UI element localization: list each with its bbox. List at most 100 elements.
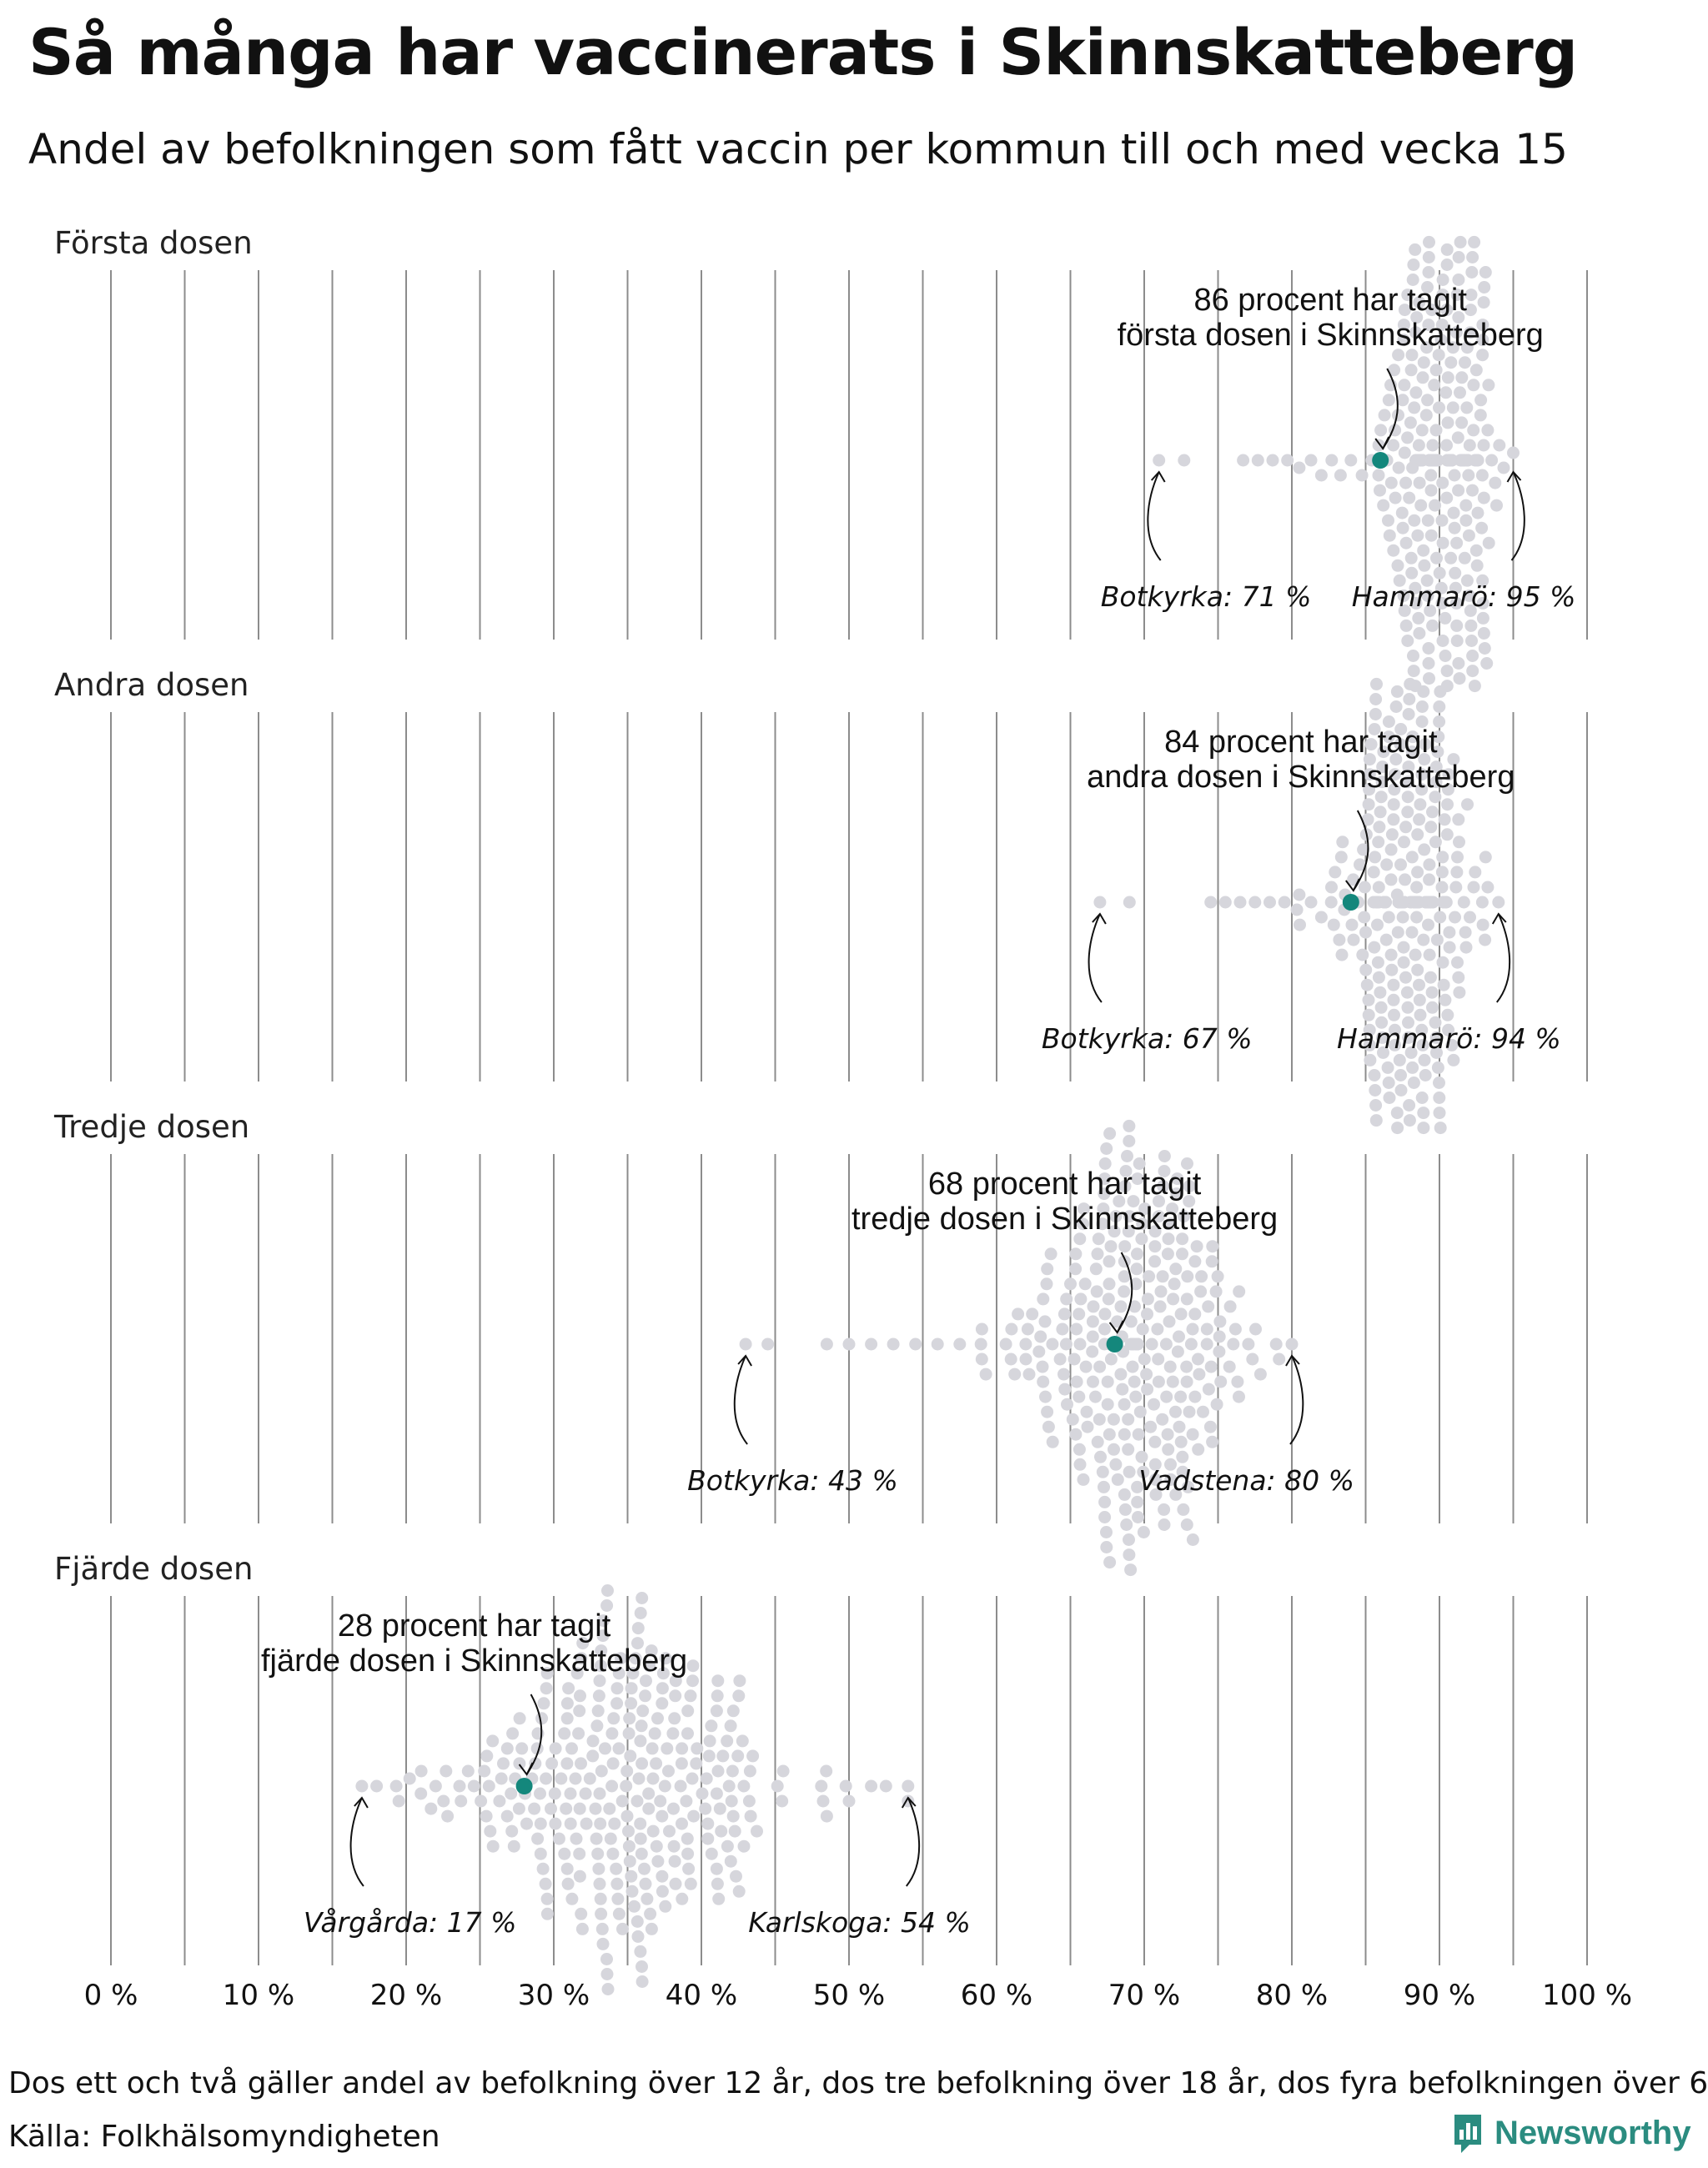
data-point: [1193, 1368, 1206, 1381]
data-point: [1392, 461, 1405, 474]
data-point: [731, 1749, 745, 1763]
data-point: [1206, 1240, 1219, 1253]
data-point: [1372, 836, 1385, 849]
data-point: [1081, 1420, 1094, 1433]
data-point: [596, 1937, 610, 1950]
data-point: [1363, 768, 1376, 781]
data-point: [1073, 1232, 1087, 1246]
data-point: [1467, 424, 1480, 437]
data-point: [594, 1817, 607, 1830]
data-point: [771, 1779, 784, 1793]
data-point: [1374, 484, 1386, 497]
data-point: [711, 1689, 724, 1703]
data-point: [1384, 948, 1398, 961]
data-point: [1231, 1375, 1244, 1388]
data-point: [1098, 1172, 1112, 1186]
data-point: [579, 1787, 592, 1800]
data-point: [455, 1794, 468, 1808]
data-point: [1482, 379, 1495, 392]
data-point: [1404, 551, 1418, 565]
data-point: [1246, 1352, 1259, 1366]
data-point: [535, 1712, 549, 1725]
data-point: [1418, 559, 1431, 572]
data-point: [1429, 836, 1442, 849]
data-point: [1450, 619, 1464, 632]
data-point: [461, 1764, 475, 1778]
data-point: [1493, 439, 1506, 452]
data-point: [506, 1727, 520, 1740]
data-point: [1455, 416, 1469, 429]
data-point: [612, 1742, 625, 1755]
data-point: [1176, 1232, 1189, 1246]
data-point: [1471, 454, 1484, 467]
panel-label: Första dosen: [54, 225, 253, 261]
highlight-point: [1106, 1336, 1123, 1352]
data-point: [1389, 1038, 1401, 1051]
data-point: [636, 1704, 650, 1718]
data-point: [820, 1809, 833, 1823]
data-point: [1469, 364, 1483, 377]
data-point: [1360, 978, 1374, 991]
highlight-point: [1342, 894, 1359, 911]
data-point: [1192, 1443, 1205, 1456]
data-point: [1266, 454, 1279, 467]
data-point: [654, 1794, 667, 1808]
data-point: [1370, 677, 1383, 690]
data-point: [480, 1809, 493, 1823]
data-point: [482, 1779, 495, 1793]
data-point: [1145, 1337, 1158, 1351]
data-point: [560, 1697, 574, 1710]
data-point: [1481, 424, 1494, 437]
data-point: [1152, 1375, 1165, 1388]
data-point: [974, 1337, 987, 1351]
data-point: [1444, 356, 1458, 369]
data-point: [622, 1824, 635, 1838]
x-tick-label: 10 %: [223, 1979, 294, 2012]
data-point: [1476, 574, 1489, 587]
data-point: [1073, 1337, 1087, 1351]
data-point: [1423, 948, 1436, 961]
data-point: [1118, 1285, 1131, 1298]
data-point: [1124, 1315, 1138, 1328]
data-point: [612, 1667, 625, 1680]
data-point: [1397, 941, 1410, 954]
data-point: [1131, 1495, 1144, 1508]
data-point: [1290, 903, 1304, 916]
data-point: [607, 1712, 620, 1725]
data-point: [1369, 851, 1382, 864]
data-point: [1166, 1375, 1179, 1388]
data-point: [725, 1794, 738, 1808]
data-point: [1325, 454, 1339, 467]
data-point: [1089, 1390, 1102, 1403]
data-point: [1453, 986, 1466, 999]
data-point: [1385, 828, 1399, 841]
data-point: [1368, 723, 1381, 735]
data-point: [1093, 1413, 1106, 1426]
data-point: [1440, 258, 1454, 271]
data-point: [1441, 798, 1454, 811]
data-point: [1475, 896, 1489, 909]
data-point: [622, 1727, 635, 1740]
data-point: [1416, 371, 1429, 384]
data-point: [646, 1772, 660, 1785]
data-point: [1314, 469, 1328, 482]
data-point: [625, 1682, 638, 1695]
data-point: [669, 1877, 682, 1890]
data-point: [1415, 700, 1429, 713]
data-point: [1452, 971, 1465, 984]
data-point: [1364, 738, 1378, 751]
data-point: [1077, 1473, 1090, 1486]
data-point: [1477, 491, 1490, 504]
data-point: [1459, 499, 1473, 512]
data-point: [656, 1682, 669, 1695]
data-point: [1429, 1031, 1443, 1044]
data-point: [1141, 1307, 1153, 1321]
data-point: [1420, 341, 1434, 354]
data-point: [1436, 635, 1449, 647]
data-point: [1429, 760, 1443, 774]
data-point: [1475, 469, 1489, 482]
data-point: [635, 1592, 649, 1604]
data-point: [1159, 1337, 1173, 1351]
max-label: Hammarö: 95 %: [1352, 580, 1576, 613]
